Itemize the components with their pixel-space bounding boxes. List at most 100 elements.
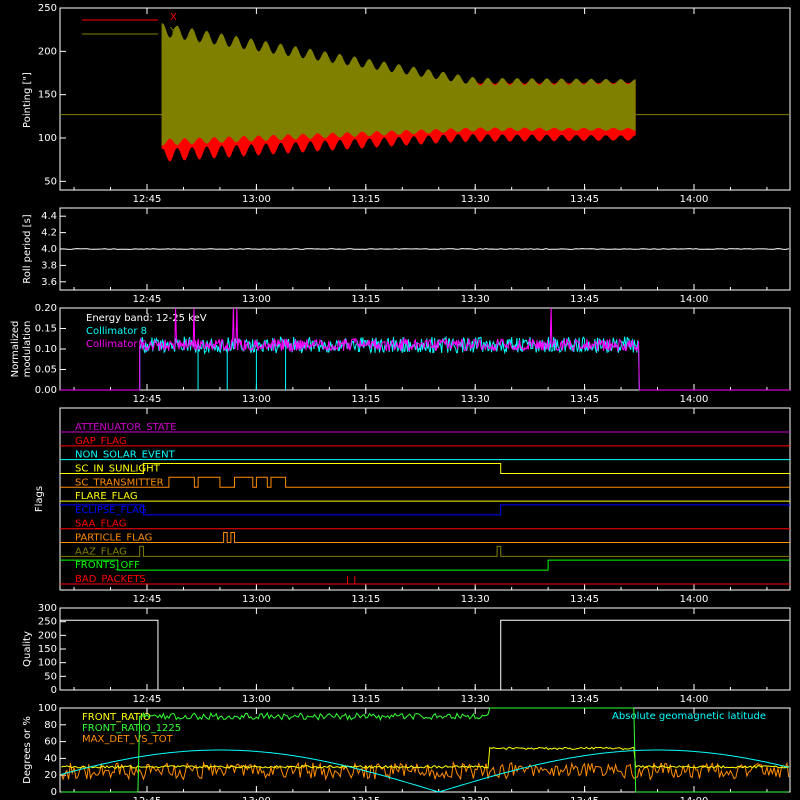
flag-label-sc_in_sunlight: SC_IN_SUNLIGHT	[75, 463, 161, 474]
flag-label-attenuator_state: ATTENUATOR_STATE	[75, 422, 176, 433]
x-tick-label: 13:00	[242, 294, 271, 305]
y-tick-label: 4.4	[41, 211, 57, 222]
x-tick-label: 13:45	[570, 194, 599, 205]
x-tick-label: 13:15	[351, 294, 380, 305]
panel-pointing: Pointing ["] 12:45 13:00 13:15 13:30 13:45 14…	[22, 3, 790, 205]
y-tick-label: 150	[38, 90, 57, 101]
flag-label-sc_transmitter: SC_TRANSMITTER	[75, 477, 164, 488]
flag-line-particle_flag	[60, 533, 790, 543]
legend-front-ratio-1225: FRONT_RATIO_1225	[82, 723, 181, 734]
y-axis-label-line1: Normalized	[10, 321, 21, 378]
flags-plot-area: 12:45 13:00 13:15 13:30 13:45 14:00 ATTENUATOR…	[60, 408, 790, 605]
x-tick-label: 14:00	[680, 594, 709, 605]
x-tick-label: 13:45	[570, 394, 599, 405]
y-tick-label: 0.20	[35, 303, 57, 314]
y-tick-label: 0	[51, 685, 57, 696]
flag-label-saa_flag: SAA_FLAG	[75, 519, 126, 530]
flag-label-gap_flag: GAP_FLAG	[75, 436, 127, 447]
flag-label-fronts_off: FRONTS_OFF	[75, 560, 140, 571]
energy-band-annotation: Energy band: 12-25 keV	[86, 313, 207, 324]
x-tick-label: 14:00	[680, 394, 709, 405]
y-tick-label: 100	[38, 658, 57, 669]
y-tick-label: 0.05	[35, 365, 57, 376]
x-tick-label: 13:45	[570, 796, 599, 800]
pointing-band-y	[162, 23, 636, 145]
panel-roll-period: Roll period [s] 12:45 13:00 13:15 13:30 13:4…	[22, 208, 790, 305]
flag-line-sc_in_sunlight	[60, 463, 790, 473]
flag-label-particle_flag: PARTICLE_FLAG	[75, 533, 152, 544]
panel-flags: Flags 12:45 13:00 13:15 13:30 13:45 14:00 ATTE…	[34, 408, 790, 605]
roll-period-line	[60, 249, 789, 250]
x-tick-label: 12:45	[133, 194, 162, 205]
frame	[60, 408, 790, 590]
x-tick-label: 14:00	[680, 194, 709, 205]
pointing-plot-area: 12:45 13:00 13:15 13:30 13:45 14:00 50 100 150 20…	[38, 3, 790, 205]
y-tick-label: 100	[38, 703, 57, 714]
x-tick-label: 13:30	[461, 294, 490, 305]
panel-quality: Quality 12:45 13:00 13:15 13:30 13:45 14:00 0 5…	[22, 603, 790, 705]
x-tick-label: 13:30	[461, 394, 490, 405]
x-tick-label: 13:00	[242, 796, 271, 800]
legend-label-y: Y	[169, 26, 177, 37]
x-tick-label: 13:00	[242, 394, 271, 405]
y-tick-label: 20	[44, 770, 57, 781]
x-tick-label: 13:30	[461, 194, 490, 205]
flag-label-non_solar_event: NON_SOLAR_EVENT	[75, 450, 176, 461]
y-axis-label: Pointing ["]	[22, 72, 33, 128]
x-tick-label: 14:00	[680, 294, 709, 305]
ratio-line-max-det-vs-tot	[61, 763, 789, 780]
x-tick-label: 14:00	[680, 694, 709, 705]
y-tick-label: 40	[44, 753, 57, 764]
x-tick-label: 13:45	[570, 594, 599, 605]
legend-collimator-9: Collimator 9	[86, 339, 147, 350]
legend-max-det-vs-tot: MAX_DET_VS_TOT	[82, 734, 174, 745]
y-axis-label-line2: modulation	[22, 321, 33, 378]
y-tick-label: 250	[38, 3, 57, 14]
y-tick-label: 50	[44, 176, 57, 187]
y-tick-label: 3.6	[41, 277, 57, 288]
x-tick-label: 14:00	[680, 796, 709, 800]
y-axis-label: Flags	[34, 486, 45, 512]
x-tick-label: 13:30	[461, 694, 490, 705]
y-tick-label: 100	[38, 133, 57, 144]
panel-modulation: Normalized modulation Energy band: 12-25…	[10, 303, 790, 405]
x-tick-label: 13:00	[242, 694, 271, 705]
y-tick-label: 0	[51, 787, 57, 798]
x-tick-label: 12:45	[133, 594, 162, 605]
x-tick-label: 12:45	[133, 294, 162, 305]
y-axis-label: Degrees or %	[22, 716, 33, 784]
x-tick-label: 12:45	[133, 394, 162, 405]
x-tick-label: 12:45	[133, 796, 162, 800]
flag-line-eclipse_flag	[60, 505, 790, 515]
panel-ratios: Degrees or % FRONT_RATIO FRONT_RATIO_122…	[22, 703, 790, 800]
y-tick-label: 250	[38, 617, 57, 628]
flag-line-aaz_flag	[60, 546, 790, 556]
y-tick-label: 4.0	[41, 244, 57, 255]
legend-collimator-8: Collimator 8	[86, 326, 147, 337]
flag-line-fronts_off	[60, 560, 790, 570]
y-tick-label: 60	[44, 737, 57, 748]
legend-label-x: X	[170, 12, 177, 23]
flag-line-sc_transmitter	[60, 477, 790, 487]
x-tick-label: 13:45	[570, 294, 599, 305]
x-tick-label: 13:15	[351, 394, 380, 405]
flag-label-flare_flag: FLARE_FLAG	[75, 491, 138, 502]
y-tick-label: 80	[44, 720, 57, 731]
x-tick-label: 13:30	[461, 594, 490, 605]
quality-line	[60, 620, 790, 690]
x-tick-label: 13:15	[351, 194, 380, 205]
y-tick-label: 0.15	[35, 324, 57, 335]
x-tick-label: 13:00	[242, 194, 271, 205]
x-tick-label: 13:15	[351, 594, 380, 605]
y-tick-label: 300	[38, 603, 57, 614]
y-tick-label: 3.8	[41, 260, 57, 271]
y-tick-label: 0.00	[35, 385, 57, 396]
legend-geomagnetic-latitude: Absolute geomagnetic latitude	[612, 711, 766, 722]
y-axis-label: Quality	[22, 631, 33, 667]
x-tick-label: 13:15	[351, 694, 380, 705]
x-tick-label: 13:00	[242, 594, 271, 605]
y-tick-label: 0.10	[35, 344, 57, 355]
y-tick-label: 4.2	[41, 228, 57, 239]
x-tick-label: 13:30	[461, 796, 490, 800]
